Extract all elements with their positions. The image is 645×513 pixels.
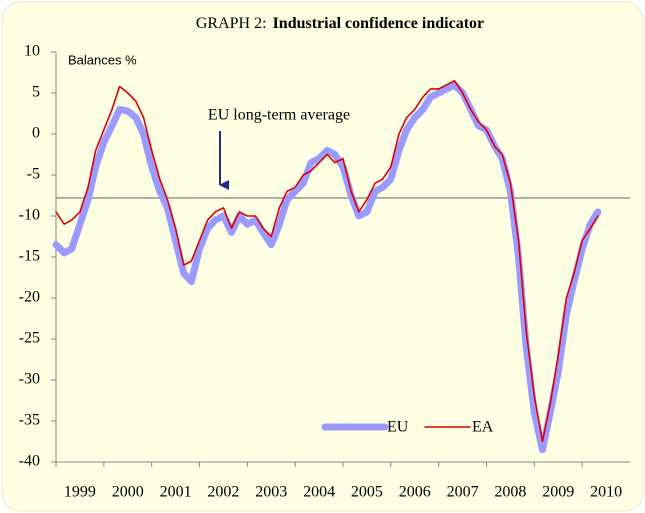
- x-tick-label: 1999: [64, 484, 96, 501]
- x-tick-label: 2007: [447, 484, 479, 501]
- legend-label: EA: [472, 419, 494, 436]
- y-tick-label: -30: [19, 371, 40, 388]
- x-tick-label: 2004: [303, 484, 335, 501]
- plot: 10 5 0 -5 -10 -15 -20 -25 -30 -35 -40 1999 2000 2001 2…: [19, 43, 630, 501]
- y-tick-label: 10: [24, 43, 40, 60]
- x-tick-label: 2003: [255, 484, 287, 501]
- y-tick-label: 0: [32, 125, 40, 142]
- y-tick-label: -25: [19, 330, 40, 347]
- series-line: [52, 81, 602, 454]
- x-tick-label: 2002: [207, 484, 239, 501]
- x-tick-label: 2010: [590, 484, 622, 501]
- x-tick-label: 2005: [351, 484, 383, 501]
- x-tick-label: 2008: [494, 484, 526, 501]
- y-axis-label: Balances %: [68, 52, 137, 67]
- y-tick-label: -5: [27, 166, 40, 183]
- y-tick-label: -15: [19, 248, 40, 265]
- title-text: Industrial confidence indicator: [273, 15, 485, 32]
- x-tick-label: 2001: [160, 484, 192, 501]
- chart-title: GRAPH 2: Industrial confidence indicator: [196, 15, 484, 32]
- y-tick-label: -20: [19, 289, 40, 306]
- title-label: GRAPH 2:: [196, 15, 267, 32]
- legend-label: EU: [387, 419, 409, 436]
- x-tick-label: 2009: [542, 484, 574, 501]
- annotation: EU long-term average: [208, 107, 350, 124]
- y-tick-label: -10: [19, 207, 40, 224]
- series-line: [55, 79, 599, 443]
- y-tick-label: -35: [19, 412, 40, 429]
- x-tick-label: 2006: [399, 484, 431, 501]
- x-tick-label: 2000: [112, 484, 144, 501]
- y-tick-label: -40: [19, 453, 40, 470]
- y-tick-label: 5: [32, 84, 40, 101]
